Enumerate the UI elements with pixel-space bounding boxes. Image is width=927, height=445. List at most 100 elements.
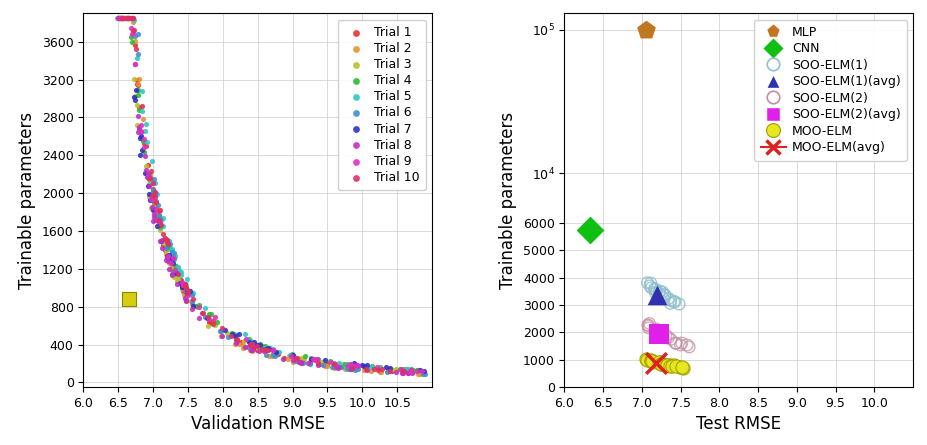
Trial 8 — [292, 359, 307, 366]
Trial 10 — [397, 367, 412, 374]
Trial 6 — [266, 352, 281, 359]
Trial 6 — [343, 365, 358, 372]
Trial 7 — [150, 223, 165, 230]
Trial 10 — [289, 355, 304, 362]
Trial 2 — [185, 301, 200, 308]
Trial 4 — [131, 106, 146, 113]
Trial 2 — [118, 15, 133, 22]
Trial 4 — [364, 362, 379, 369]
Trial 3 — [388, 366, 403, 373]
Trial 7 — [383, 364, 398, 372]
Trial 8 — [138, 167, 153, 174]
Trial 7 — [218, 327, 233, 334]
Trial 3 — [119, 15, 133, 22]
Trial 7 — [286, 352, 300, 359]
Trial 2 — [286, 358, 300, 365]
Point — [653, 359, 667, 366]
Trial 9 — [176, 282, 191, 289]
Trial 5 — [161, 237, 176, 244]
Trial 1 — [173, 276, 188, 283]
Trial 5 — [145, 157, 159, 164]
Trial 2 — [243, 346, 258, 353]
Trial 4 — [411, 366, 425, 373]
Trial 1 — [111, 15, 126, 22]
Trial 7 — [354, 362, 369, 369]
Trial 8 — [164, 271, 179, 279]
Trial 7 — [174, 283, 189, 290]
Trial 1 — [349, 364, 363, 372]
Trial 5 — [149, 190, 164, 197]
Trial 2 — [175, 286, 190, 293]
Point — [657, 291, 672, 298]
Trial 7 — [127, 93, 142, 101]
Trial 1 — [121, 15, 135, 22]
Point — [676, 364, 691, 371]
Trial 5 — [164, 247, 179, 254]
Trial 3 — [164, 259, 179, 266]
Trial 4 — [121, 15, 135, 22]
Trial 2 — [146, 200, 161, 207]
Trial 4 — [210, 319, 224, 326]
Trial 4 — [114, 15, 129, 22]
Trial 10 — [115, 15, 130, 22]
Trial 6 — [185, 299, 200, 306]
Trial 10 — [121, 15, 135, 22]
Trial 8 — [134, 128, 149, 135]
Point — [662, 361, 677, 368]
Trial 1 — [148, 203, 163, 210]
Trial 5 — [326, 359, 341, 366]
Trial 8 — [184, 305, 199, 312]
Trial 1 — [248, 344, 262, 351]
Trial 7 — [177, 281, 192, 288]
Trial 8 — [137, 152, 152, 159]
Trial 4 — [400, 365, 414, 372]
Trial 5 — [112, 15, 127, 22]
Trial 1 — [228, 337, 243, 344]
Trial 2 — [176, 291, 191, 298]
Trial 6 — [167, 255, 182, 262]
Trial 8 — [140, 173, 155, 180]
Trial 9 — [410, 367, 425, 374]
Trial 8 — [294, 359, 309, 366]
Trial 8 — [300, 360, 315, 367]
Trial 9 — [369, 364, 384, 371]
Trial 6 — [159, 238, 174, 245]
Trial 2 — [113, 15, 128, 22]
Trial 7 — [117, 15, 132, 22]
Trial 4 — [343, 360, 358, 367]
Trial 6 — [339, 365, 354, 372]
Trial 5 — [382, 366, 397, 373]
Trial 10 — [159, 236, 174, 243]
Trial 1 — [159, 244, 173, 251]
Trial 5 — [272, 349, 286, 356]
Trial 4 — [255, 342, 270, 349]
Trial 10 — [214, 324, 229, 331]
Trial 7 — [169, 270, 184, 277]
Legend: MLP, CNN, SOO-ELM(1), SOO-ELM(1)(avg), SOO-ELM(2), SOO-ELM(2)(avg), MOO-ELM, MOO: MLP, CNN, SOO-ELM(1), SOO-ELM(1)(avg), S… — [755, 20, 907, 161]
Point — [640, 356, 654, 363]
Trial 1 — [158, 235, 172, 242]
Trial 10 — [180, 290, 195, 297]
Trial 3 — [219, 330, 234, 337]
Trial 4 — [337, 360, 352, 368]
Trial 6 — [122, 15, 137, 22]
Trial 10 — [206, 318, 221, 325]
Trial 10 — [158, 235, 172, 242]
Trial 2 — [121, 15, 136, 22]
Trial 9 — [245, 341, 260, 348]
Trial 7 — [141, 183, 156, 190]
Point — [667, 298, 682, 305]
Trial 10 — [134, 102, 149, 109]
Trial 7 — [232, 331, 247, 338]
Trial 6 — [197, 313, 212, 320]
Trial 7 — [318, 357, 333, 364]
Trial 5 — [138, 128, 153, 135]
Trial 8 — [177, 295, 192, 302]
Trial 1 — [159, 246, 174, 253]
Trial 2 — [125, 15, 140, 22]
Trial 8 — [118, 15, 133, 22]
Trial 5 — [180, 275, 195, 283]
Trial 7 — [160, 253, 175, 260]
Trial 7 — [261, 346, 276, 353]
Trial 10 — [177, 283, 192, 290]
